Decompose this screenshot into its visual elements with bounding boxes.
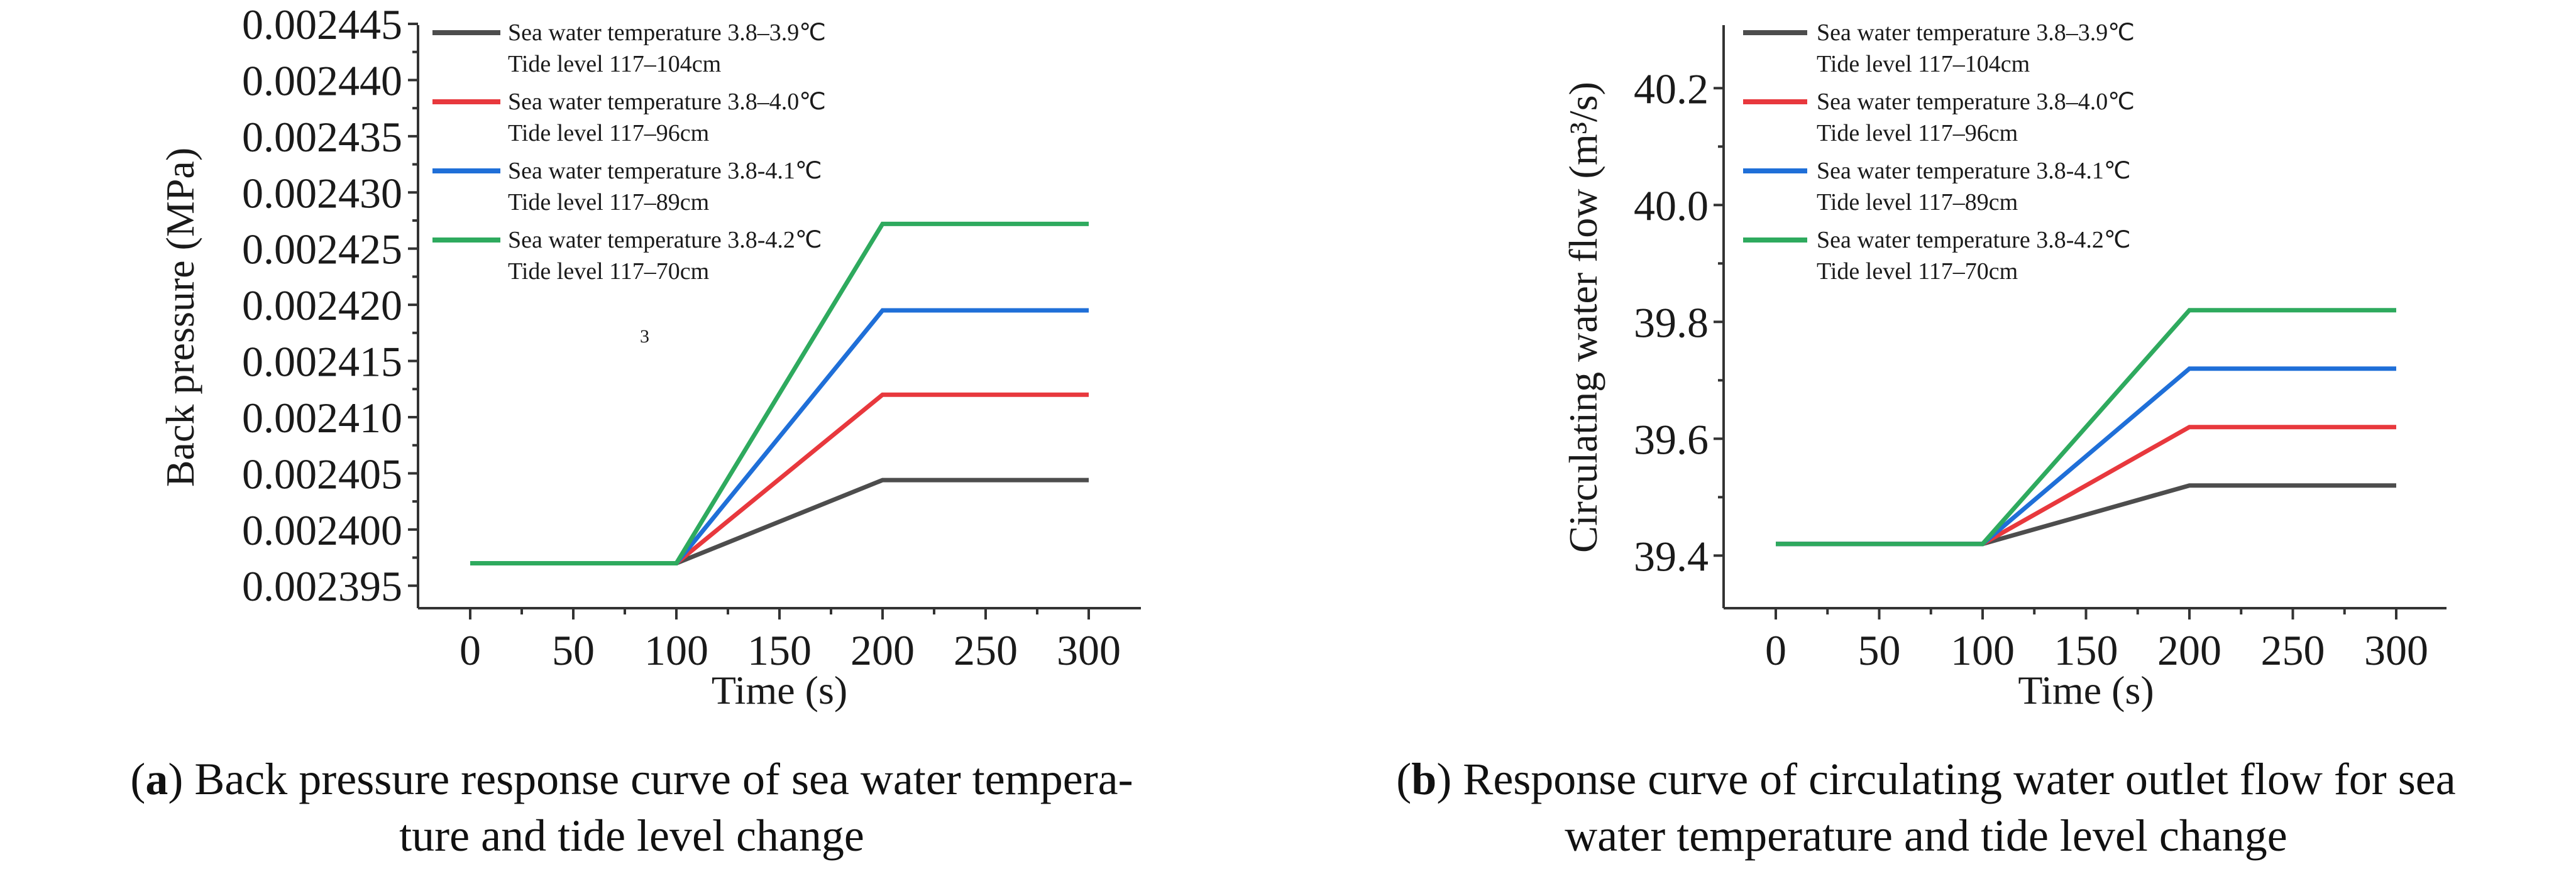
y-tick-label-a: 0.002420 (242, 281, 402, 329)
caption-a-label: a (145, 754, 168, 804)
legend-label-a-4: Sea water temperature 3.8-4.2℃ (508, 227, 822, 253)
series-line-a-4 (470, 221, 1089, 565)
x-tick-label-b: 100 (1951, 626, 2015, 674)
caption-b: (b) Response curve of circulating water … (1276, 751, 2576, 864)
x-tick-label-b: 150 (2054, 626, 2118, 674)
series-line-a-1 (470, 477, 1089, 565)
series-line-b-3 (1776, 366, 2396, 547)
caption-b-line1: (b) Response curve of circulating water … (1396, 754, 2456, 804)
legend-sublabel-b-4: Tide level 117–70cm (1817, 258, 2018, 285)
x-axis-title-b: Time (s) (2018, 668, 2154, 712)
legend-sublabel-a-2: Tide level 117–96cm (508, 120, 709, 146)
legend-label-b-3: Sea water temperature 3.8-4.1℃ (1817, 158, 2131, 184)
caption-a-line1: (a) Back pressure response curve of sea … (130, 754, 1133, 804)
y-tick-label-a: 0.002425 (242, 226, 402, 273)
legend-sublabel-a-1: Tide level 117–104cm (508, 51, 721, 77)
x-tick-label-a: 0 (460, 626, 481, 674)
y-tick-label-a: 0.002405 (242, 450, 402, 498)
chart-panel-b: 39.4 39.6 39.8 40.0 40.2 0 50 100 150 200 250 300 Ti… (1561, 19, 2447, 712)
caption-a: (a) Back pressure response curve of sea … (0, 751, 1263, 864)
x-tick-label-b: 200 (2157, 626, 2221, 674)
series-line-b-4 (1776, 308, 2396, 547)
legend-label-b-4: Sea water temperature 3.8-4.2℃ (1817, 227, 2131, 253)
x-tick-label-a: 150 (747, 626, 812, 674)
y-tick-label-b: 40.0 (1634, 182, 1709, 229)
x-tick-label-a: 250 (954, 626, 1018, 674)
x-tick-label-b: 50 (1858, 626, 1901, 674)
legend-sublabel-b-2: Tide level 117–96cm (1817, 120, 2018, 146)
stray-annotation-a: 3 (640, 326, 649, 347)
caption-b-line2: water temperature and tide level change (1565, 810, 2287, 861)
legend-label-a-3: Sea water temperature 3.8-4.1℃ (508, 158, 822, 184)
legend-label-a-1: Sea water temperature 3.8–3.9℃ (508, 19, 826, 46)
x-tick-label-a: 300 (1057, 626, 1121, 674)
legend-sublabel-a-3: Tide level 117–89cm (508, 189, 709, 216)
series-line-b-1 (1776, 483, 2396, 547)
y-tick-label-b: 39.6 (1634, 415, 1709, 463)
caption-a-line2: ture and tide level change (399, 810, 864, 861)
y-tick-label-b: 39.8 (1634, 298, 1709, 346)
x-tick-label-b: 300 (2364, 626, 2428, 674)
legend-label-b-1: Sea water temperature 3.8–3.9℃ (1817, 19, 2135, 46)
x-tick-label-a: 50 (552, 626, 595, 674)
y-tick-label-a: 0.002410 (242, 394, 402, 442)
y-tick-label-a: 0.002435 (242, 113, 402, 161)
y-axis-title-b: Circulating water flow (m³/s) (1561, 82, 1605, 553)
legend-sublabel-b-1: Tide level 117–104cm (1817, 51, 2030, 77)
x-tick-label-a: 100 (644, 626, 708, 674)
legend-label-b-2: Sea water temperature 3.8–4.0℃ (1817, 89, 2135, 115)
y-tick-label-a: 0.002430 (242, 169, 402, 217)
x-tick-label-a: 200 (850, 626, 915, 674)
y-tick-label-b: 39.4 (1634, 532, 1709, 580)
y-tick-label-a: 0.002400 (242, 506, 402, 554)
y-tick-label-a: 0.002415 (242, 338, 402, 386)
chart-panel-a: 0.002395 0.002400 0.002405 0.002410 0.002415… (158, 1, 1141, 712)
y-tick-label-a: 0.002440 (242, 57, 402, 104)
legend-label-a-2: Sea water temperature 3.8–4.0℃ (508, 89, 826, 115)
legend-sublabel-b-3: Tide level 117–89cm (1817, 189, 2018, 216)
y-tick-label-a: 0.002445 (242, 1, 402, 48)
caption-b-label: b (1411, 754, 1437, 804)
caption-a-text1: ) Back pressure response curve of sea wa… (168, 754, 1133, 804)
x-tick-label-b: 0 (1765, 626, 1786, 674)
y-tick-label-b: 40.2 (1634, 65, 1709, 112)
y-tick-label-a: 0.002395 (242, 562, 402, 610)
legend-sublabel-a-4: Tide level 117–70cm (508, 258, 709, 285)
x-axis-title-a: Time (s) (712, 668, 847, 712)
x-tick-label-b: 250 (2261, 626, 2325, 674)
series-line-a-3 (470, 308, 1089, 565)
caption-b-text1: ) Response curve of circulating water ou… (1436, 754, 2456, 804)
y-axis-title-a: Back pressure (MPa) (158, 148, 202, 487)
